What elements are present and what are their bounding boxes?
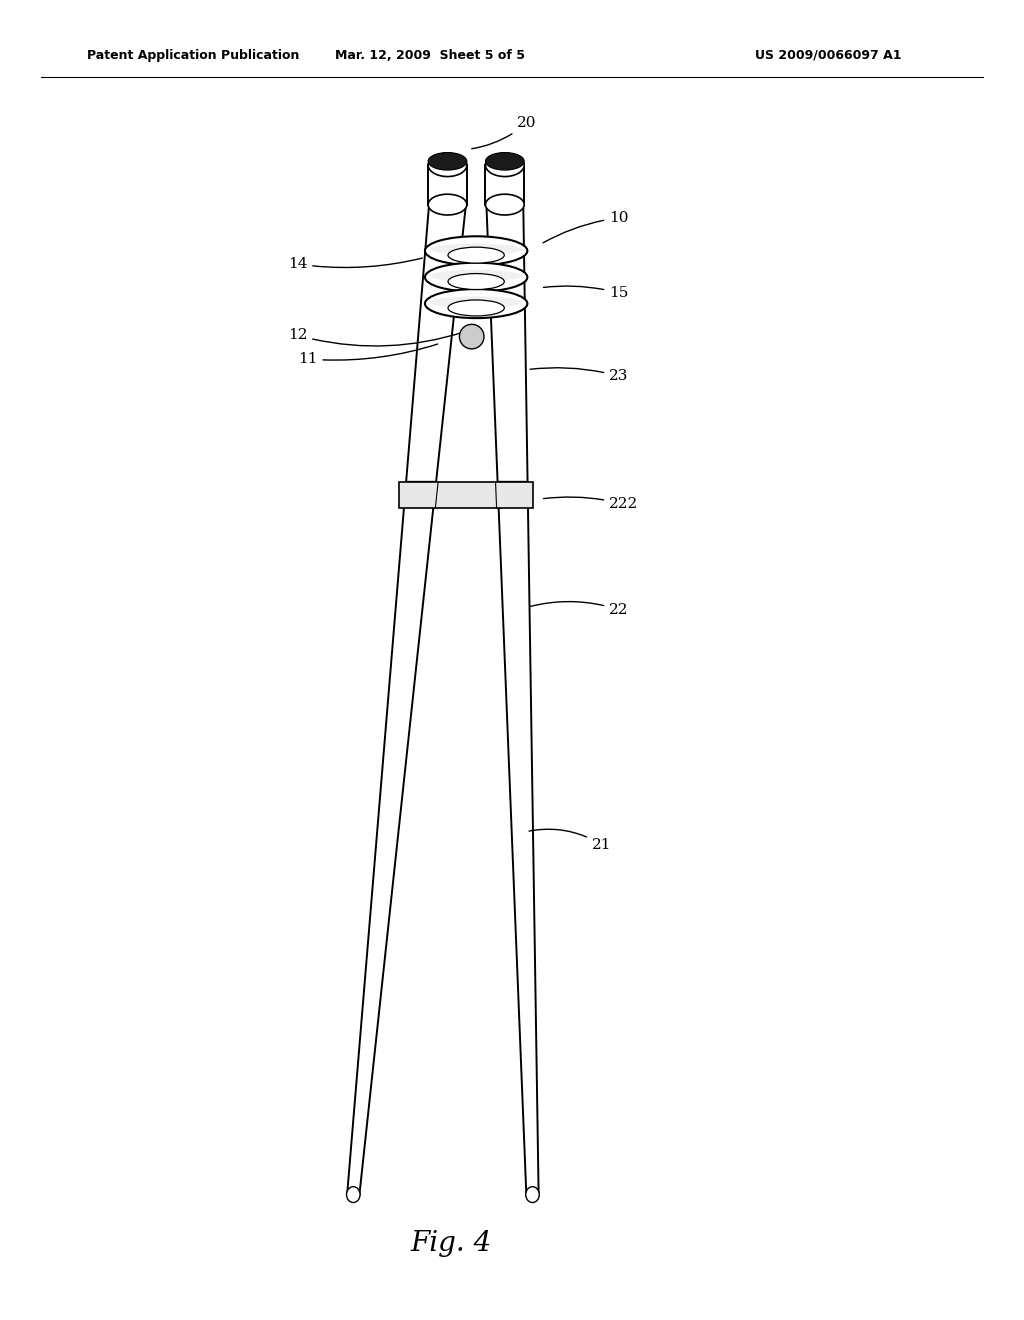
Text: 15: 15 [544,286,629,300]
Ellipse shape [485,153,524,177]
Polygon shape [485,165,524,205]
Ellipse shape [525,1187,540,1203]
Text: 10: 10 [543,211,629,243]
Polygon shape [498,482,539,1195]
Text: 12: 12 [288,329,463,346]
Polygon shape [403,205,466,508]
Text: Mar. 12, 2009  Sheet 5 of 5: Mar. 12, 2009 Sheet 5 of 5 [335,49,525,62]
Ellipse shape [430,297,522,308]
Polygon shape [428,165,467,205]
Text: US 2009/0066097 A1: US 2009/0066097 A1 [755,49,901,62]
Ellipse shape [428,194,467,215]
Text: 222: 222 [544,498,639,511]
Ellipse shape [430,243,522,255]
Ellipse shape [430,271,522,281]
Ellipse shape [346,1187,360,1203]
Polygon shape [398,482,534,508]
Text: 23: 23 [530,368,629,383]
Ellipse shape [485,153,524,170]
Ellipse shape [485,194,524,215]
Text: 11: 11 [298,345,437,366]
Ellipse shape [428,153,467,170]
Polygon shape [486,205,528,508]
Text: Patent Application Publication: Patent Application Publication [87,49,299,62]
Polygon shape [347,482,436,1195]
Text: Fig. 4: Fig. 4 [410,1230,492,1257]
Ellipse shape [425,289,527,318]
Ellipse shape [449,247,505,263]
Ellipse shape [428,153,467,177]
Ellipse shape [425,236,527,265]
Text: 14: 14 [288,257,422,271]
Ellipse shape [449,273,505,289]
Text: 22: 22 [530,602,629,616]
Ellipse shape [425,263,527,292]
Text: 20: 20 [472,116,537,149]
Ellipse shape [460,325,484,348]
Text: 21: 21 [529,829,611,851]
Ellipse shape [449,300,505,315]
